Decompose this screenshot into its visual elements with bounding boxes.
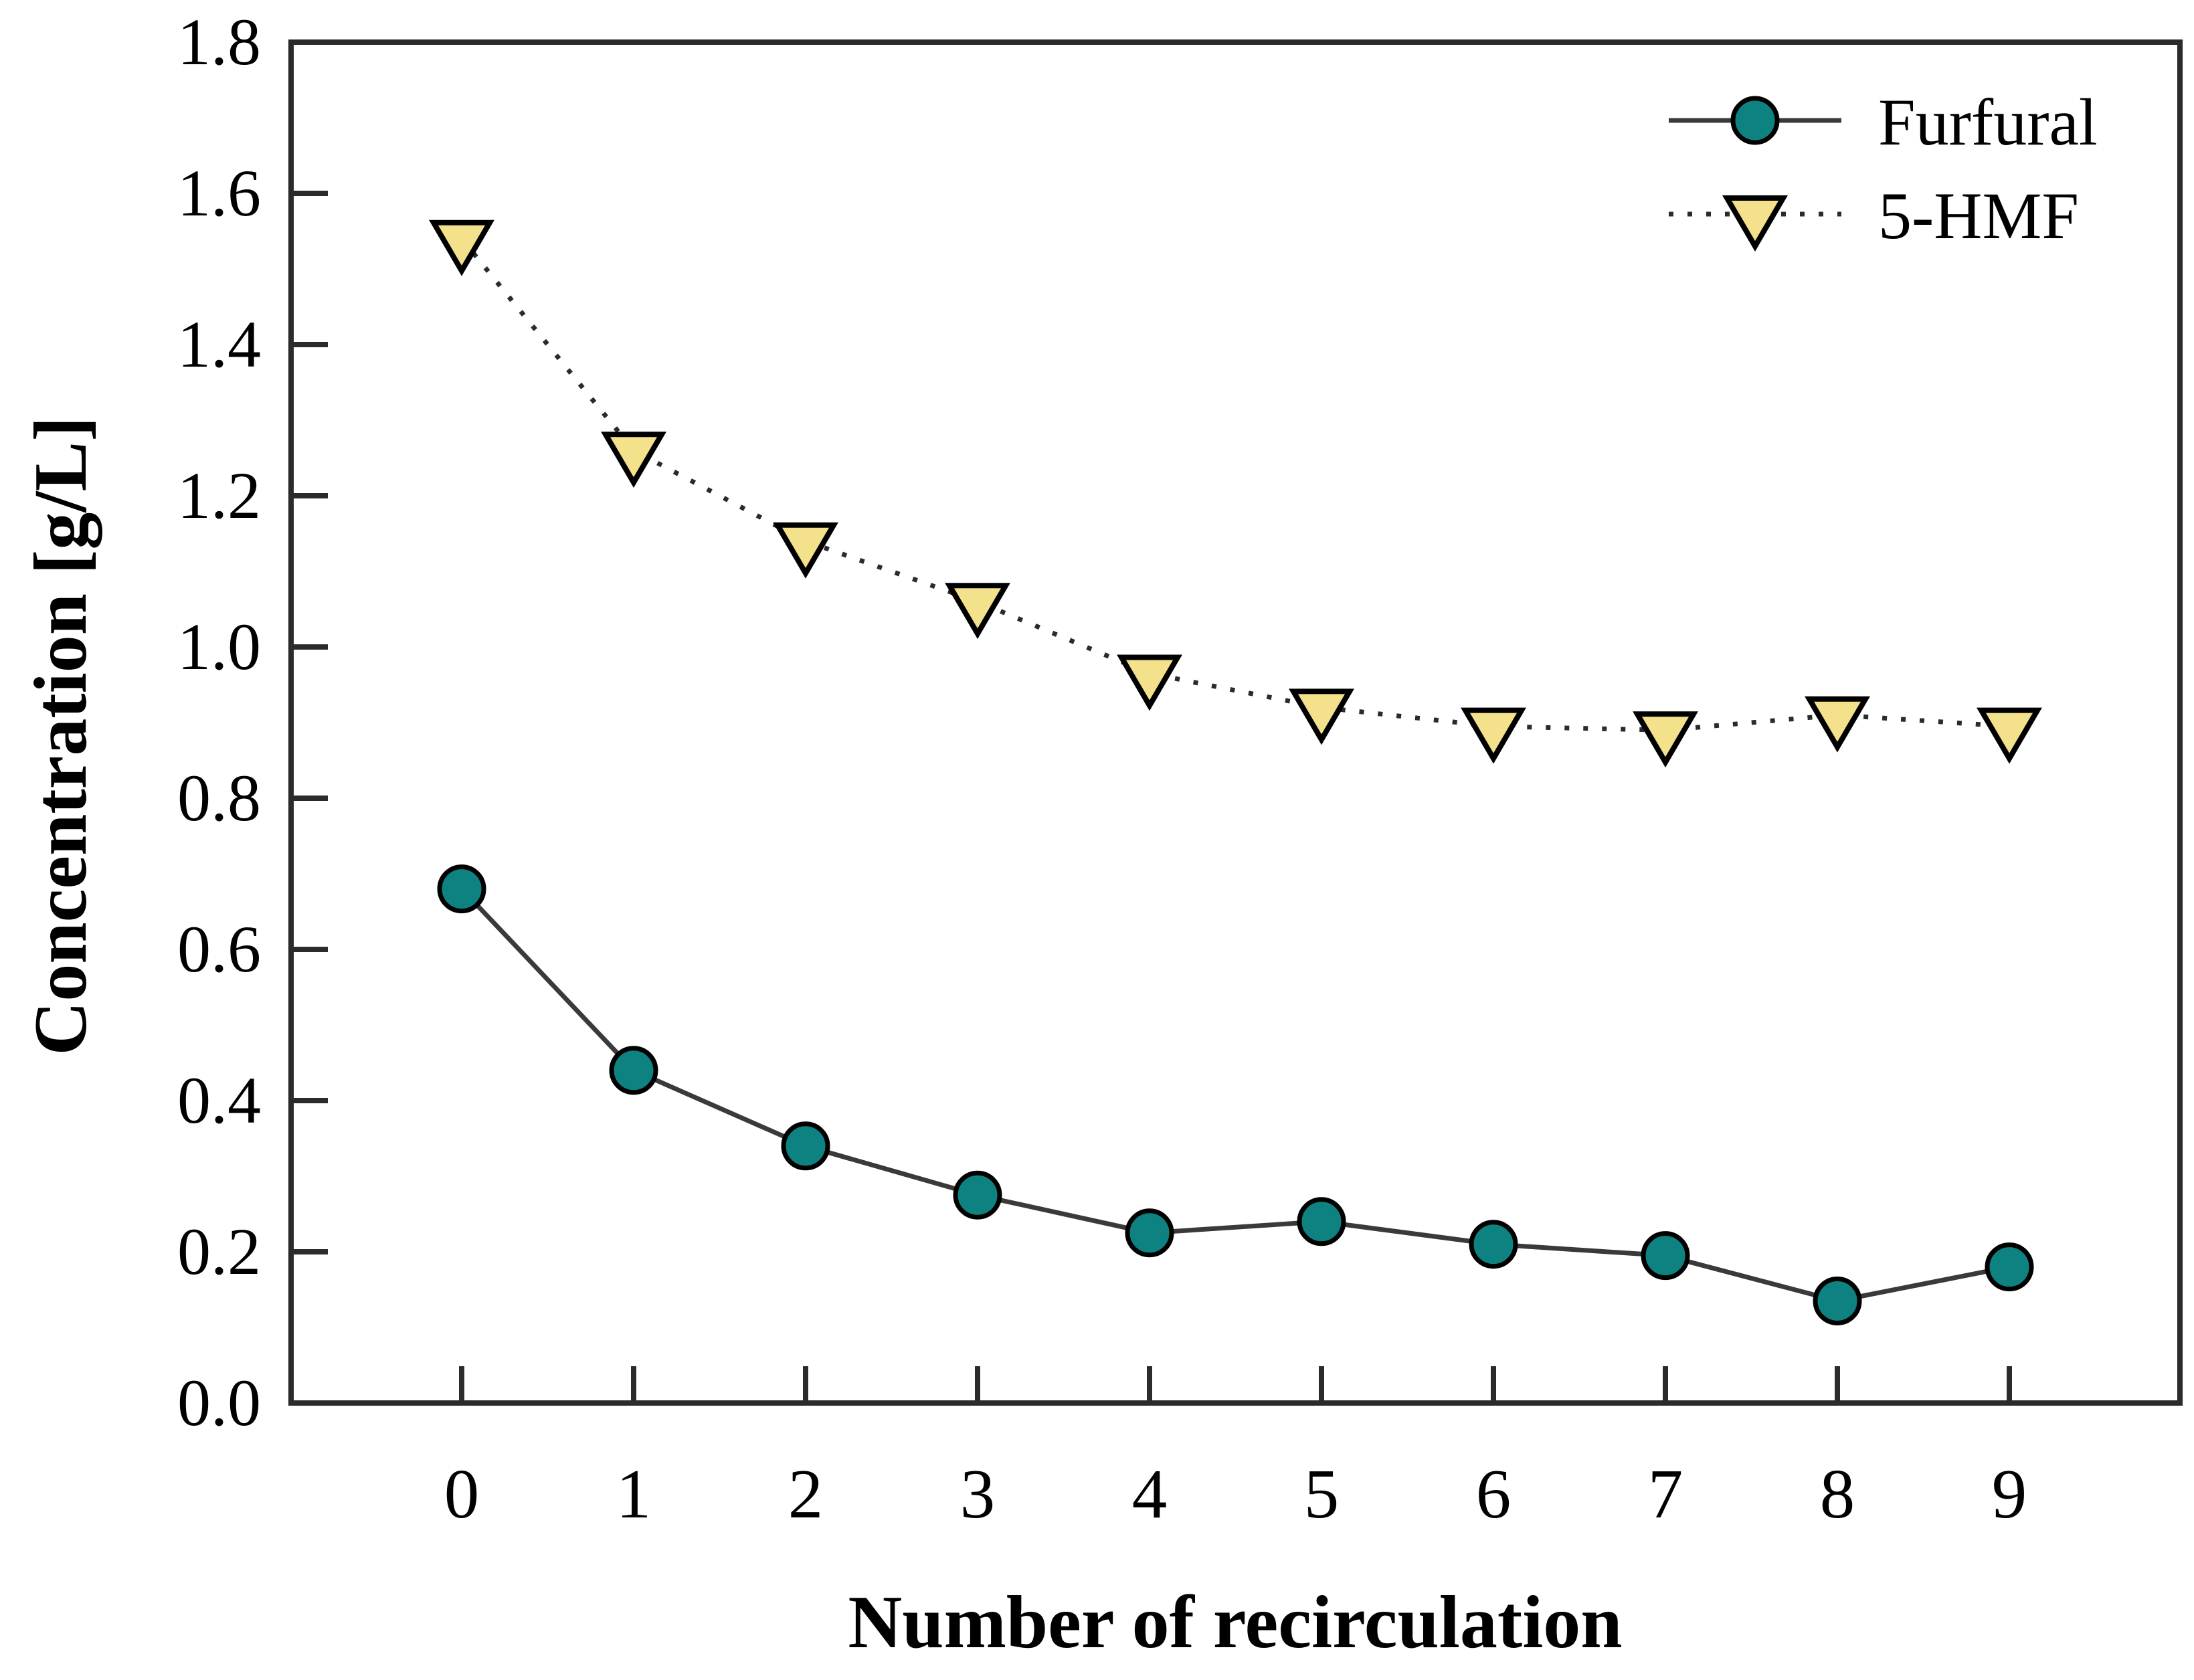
- furfural-marker: [1813, 1276, 1862, 1325]
- x-tick-label: 3: [960, 1455, 996, 1533]
- 5-hmf-marker: [945, 583, 1010, 640]
- 5-hmf-marker: [601, 432, 666, 488]
- legend-label-furfural: Furfural: [1878, 85, 2098, 159]
- furfural-marker: [953, 1170, 1002, 1220]
- x-axis-tick-labels: 0 1 2 3 4 5 6 7 8 9: [444, 1455, 2027, 1533]
- x-tick-label: 9: [1992, 1455, 2027, 1533]
- 5-hmf-marker: [1117, 654, 1182, 711]
- y-tick-label: 1.6: [177, 156, 261, 230]
- x-tick-label: 0: [444, 1455, 480, 1533]
- 5-hmf-marker: [1461, 707, 1526, 764]
- 5-hmf-marker: [773, 522, 838, 579]
- legend-label-5-hmf: 5-HMF: [1878, 179, 2079, 253]
- y-tick-label: 1.0: [177, 610, 261, 684]
- x-tick-label: 2: [788, 1455, 824, 1533]
- 5-hmf-marker: [1289, 688, 1354, 745]
- data-series: [429, 219, 2042, 1325]
- y-axis-ticks: [291, 39, 328, 1406]
- y-tick-label: 0.2: [177, 1214, 261, 1289]
- y-tick-label: 1.2: [177, 458, 261, 533]
- 5-hmf-marker: [1977, 707, 2042, 764]
- legend: Furfural 5-HMF: [1669, 85, 2098, 253]
- x-tick-label: 5: [1304, 1455, 1340, 1533]
- x-tick-label: 7: [1648, 1455, 1683, 1533]
- y-tick-label: 0.8: [177, 761, 261, 835]
- x-tick-label: 1: [616, 1455, 652, 1533]
- 5-hmf-marker: [1805, 696, 1870, 753]
- 5-hmf-marker: [429, 219, 494, 276]
- 5-hmf-line: [460, 237, 2010, 733]
- legend-5-hmf-marker-icon: [1722, 195, 1788, 252]
- x-tick-label: 4: [1132, 1455, 1168, 1533]
- furfural-line: [460, 887, 2010, 1304]
- x-axis-title: Number of recirculation: [848, 1581, 1622, 1664]
- y-tick-label: 1.4: [177, 307, 261, 381]
- y-tick-label: 0.4: [177, 1063, 261, 1137]
- furfural-marker: [1641, 1231, 1690, 1281]
- y-tick-label: 0.6: [177, 912, 261, 986]
- furfural-marker: [781, 1121, 830, 1171]
- furfural-marker: [1985, 1242, 2034, 1292]
- legend-furfural-marker-icon: [1730, 96, 1780, 145]
- y-axis-tick-labels: 0.0 0.2 0.4 0.6 0.8 1.0 1.2 1.4 1.6 1.8: [177, 5, 261, 1440]
- furfural-marker: [1125, 1208, 1174, 1258]
- furfural-marker: [437, 864, 486, 914]
- y-tick-label: 1.8: [177, 5, 261, 79]
- y-axis-title: Concentration [g/L]: [19, 416, 102, 1055]
- furfural-marker: [1297, 1197, 1346, 1246]
- furfural-marker: [1469, 1220, 1518, 1269]
- furfural-marker: [609, 1046, 658, 1095]
- x-tick-label: 8: [1820, 1455, 1855, 1533]
- x-axis-ticks: [459, 1366, 2012, 1403]
- plot-frame: [288, 39, 2183, 1406]
- y-tick-label: 0.0: [177, 1366, 261, 1440]
- 5-hmf-marker: [1633, 711, 1698, 768]
- x-tick-label: 6: [1476, 1455, 1512, 1533]
